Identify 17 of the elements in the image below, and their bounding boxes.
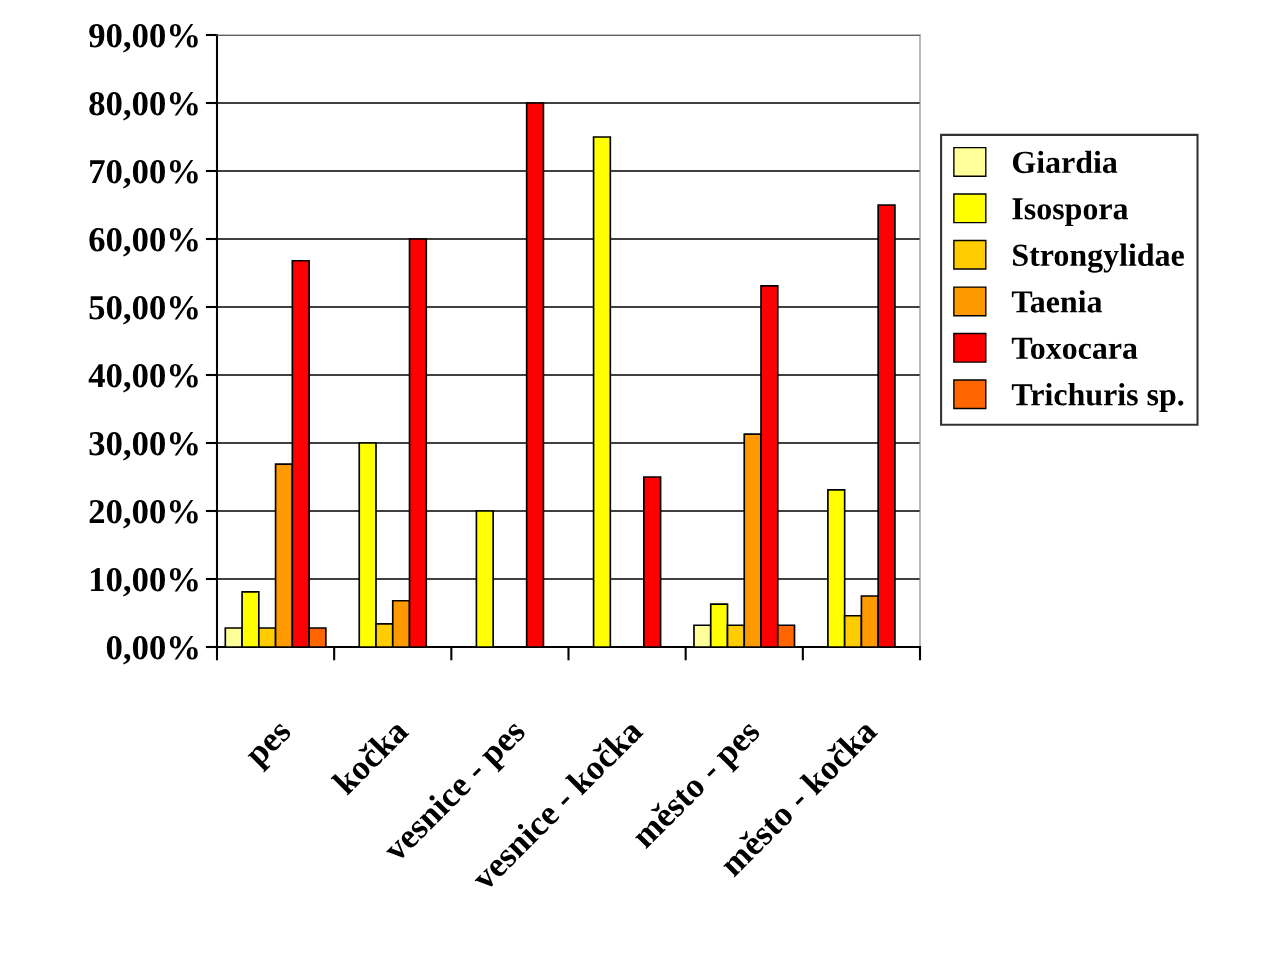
y-tick-label: 80,00%: [89, 91, 198, 121]
legend-label: Trichuris sp.: [1011, 383, 1184, 412]
x-tick-label: pes: [247, 722, 298, 773]
legend-label: Toxocara: [1011, 337, 1138, 360]
y-tick-label: 20,00%: [89, 499, 198, 529]
y-tick-label: 30,00%: [89, 431, 198, 461]
legend-label: Isospora: [1012, 198, 1129, 227]
y-tick-label: 10,00%: [90, 567, 198, 597]
y-tick-label: 90,00%: [89, 23, 198, 53]
legend-label: Strongylidae: [1013, 243, 1184, 273]
legend-label: Taenia: [1011, 290, 1103, 313]
y-tick-label: 60,00%: [89, 227, 198, 257]
legend-label: Giardia: [1012, 150, 1118, 174]
y-tick-label: 0,00%: [106, 635, 198, 665]
y-tick-label: 50,00%: [89, 295, 198, 325]
y-tick-label: 70,00%: [90, 159, 198, 189]
y-tick-label: 40,00%: [88, 363, 198, 393]
